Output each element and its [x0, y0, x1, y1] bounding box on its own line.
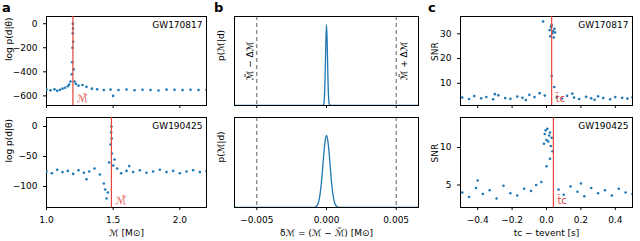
svg-text:1.5: 1.5	[106, 215, 120, 225]
svg-text:1.0: 1.0	[39, 215, 54, 225]
svg-text:GW190425: GW190425	[152, 121, 202, 131]
svg-text:0.2: 0.2	[574, 215, 588, 225]
svg-text:−50: −50	[19, 151, 38, 161]
svg-text:ℳ̃: ℳ̃	[115, 195, 126, 206]
svg-text:log p(d|θ): log p(d|θ)	[4, 119, 14, 163]
svg-text:0.005: 0.005	[383, 215, 409, 225]
svg-text:ℳ̃ − Δℳ: ℳ̃ − Δℳ	[244, 41, 255, 80]
html-text:a: a	[2, 0, 11, 15]
svg-text:−100: −100	[13, 181, 38, 191]
html-text:c: c	[428, 0, 436, 15]
svg-text:10: 10	[440, 142, 452, 152]
svg-text:p(ℳ|d): p(ℳ|d)	[216, 30, 226, 61]
svg-text:−0.2: −0.2	[501, 215, 523, 225]
svg-text:20: 20	[440, 53, 452, 63]
svg-text:0.0: 0.0	[539, 215, 554, 225]
svg-text:−400: −400	[13, 67, 38, 77]
svg-text:−0.005: −0.005	[240, 215, 273, 225]
svg-text:δℳ = (ℳ − ℳ̃) [M⊙]: δℳ = (ℳ − ℳ̃) [M⊙]	[280, 227, 373, 238]
svg-text:GW170817: GW170817	[578, 20, 628, 30]
svg-text:SNR: SNR	[430, 144, 440, 163]
svg-text:10: 10	[440, 78, 452, 88]
svg-text:ℳ̃: ℳ̃	[77, 93, 88, 104]
svg-text:0: 0	[32, 121, 38, 131]
svg-text:−200: −200	[13, 43, 38, 53]
svg-text:0: 0	[32, 19, 38, 29]
svg-text:t̃c: t̃c	[556, 194, 567, 206]
svg-text:tc − tevent [s]: tc − tevent [s]	[514, 228, 579, 238]
svg-text:log p(d|θ): log p(d|θ)	[4, 17, 14, 61]
svg-text:t̃c: t̃c	[555, 92, 566, 104]
svg-text:−600: −600	[13, 91, 38, 101]
svg-text:GW170817: GW170817	[152, 20, 202, 30]
svg-text:ℳ̃ + Δℳ: ℳ̃ + Δℳ	[398, 41, 409, 80]
html-text:b: b	[214, 0, 224, 15]
svg-text:0.000: 0.000	[314, 215, 340, 225]
svg-text:30: 30	[440, 29, 452, 39]
svg-text:p(ℳ|d): p(ℳ|d)	[216, 131, 226, 162]
svg-text:0.4: 0.4	[608, 215, 623, 225]
svg-text:−0.4: −0.4	[467, 215, 489, 225]
svg-text:GW190425: GW190425	[578, 121, 628, 131]
svg-text:ℳ [M⊙]: ℳ [M⊙]	[109, 228, 144, 238]
svg-text:SNR: SNR	[430, 42, 440, 61]
svg-text:2.0: 2.0	[173, 215, 188, 225]
svg-text:5: 5	[446, 180, 452, 190]
